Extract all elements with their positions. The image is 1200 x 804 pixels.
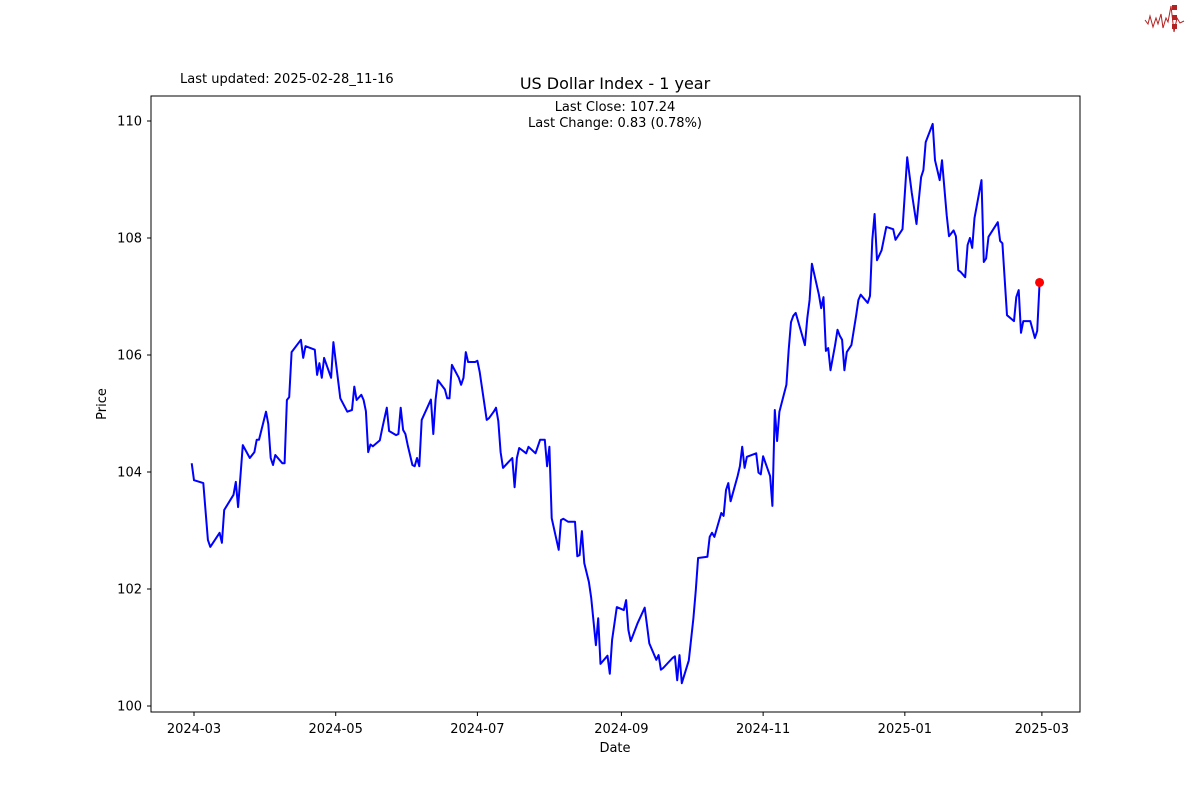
plot-area: [150, 95, 1081, 713]
x-axis: 2024-03 2024-05 2024-07 2024-09 2024-11 2025-…: [167, 712, 1069, 737]
x-axis-label: Date: [599, 741, 630, 756]
last-close-marker: [1035, 277, 1045, 287]
y-tick-label: 110: [117, 115, 142, 130]
x-tick-label: 2024-05: [309, 722, 363, 737]
y-tick-label: 100: [117, 700, 142, 715]
x-tick-label: 2024-09: [594, 722, 648, 737]
price-series-line: [190, 122, 1041, 685]
y-axis-label: Price: [95, 388, 110, 420]
y-tick-label: 106: [117, 349, 142, 364]
axes-frame: [150, 95, 1081, 713]
chart-title: US Dollar Index - 1 year: [520, 74, 711, 93]
x-tick-label: 2024-11: [736, 722, 790, 737]
x-tick-label: 2025-03: [1015, 722, 1069, 737]
x-tick-label: 2025-01: [878, 722, 932, 737]
y-tick-label: 108: [117, 232, 142, 247]
last-change-annotation: Last Change: 0.83 (0.78%): [528, 116, 702, 131]
last-close-annotation: Last Close: 107.24: [555, 100, 676, 115]
y-tick-label: 102: [117, 583, 142, 598]
y-axis: 100 102 104 106 108 110: [117, 115, 151, 715]
y-tick-label: 104: [117, 466, 142, 481]
last-updated-label: Last updated: 2025-02-28_11-16: [180, 72, 394, 87]
x-tick-label: 2024-03: [167, 722, 221, 737]
signal-2-noise-logo: [1144, 5, 1185, 33]
x-tick-label: 2024-07: [450, 722, 504, 737]
